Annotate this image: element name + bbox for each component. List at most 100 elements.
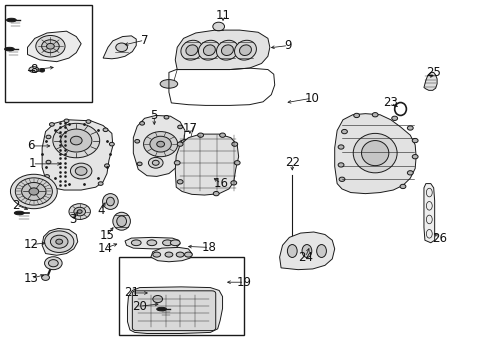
Ellipse shape xyxy=(399,184,405,189)
Ellipse shape xyxy=(41,40,59,53)
Ellipse shape xyxy=(153,252,160,257)
Ellipse shape xyxy=(289,242,294,248)
Ellipse shape xyxy=(46,135,51,139)
Ellipse shape xyxy=(181,139,188,145)
Text: 25: 25 xyxy=(426,66,440,79)
Polygon shape xyxy=(423,72,436,90)
Ellipse shape xyxy=(70,136,82,145)
Ellipse shape xyxy=(104,164,109,167)
Ellipse shape xyxy=(160,80,177,88)
Ellipse shape xyxy=(86,120,91,123)
Ellipse shape xyxy=(70,163,92,179)
Text: 16: 16 xyxy=(213,177,228,190)
Ellipse shape xyxy=(316,244,326,257)
Text: 17: 17 xyxy=(182,122,197,135)
Ellipse shape xyxy=(177,125,182,129)
Text: 24: 24 xyxy=(297,251,312,264)
Polygon shape xyxy=(423,184,434,243)
Ellipse shape xyxy=(153,296,162,303)
Ellipse shape xyxy=(10,174,57,209)
Ellipse shape xyxy=(56,239,62,244)
Bar xyxy=(119,257,243,335)
Ellipse shape xyxy=(184,252,192,257)
Text: 4: 4 xyxy=(97,204,104,217)
Ellipse shape xyxy=(140,122,144,125)
Ellipse shape xyxy=(407,126,412,130)
Ellipse shape xyxy=(117,216,126,226)
Ellipse shape xyxy=(371,113,377,117)
Ellipse shape xyxy=(231,142,237,146)
Text: 6: 6 xyxy=(27,139,35,152)
Polygon shape xyxy=(103,36,136,59)
Ellipse shape xyxy=(49,123,54,126)
Ellipse shape xyxy=(216,40,238,60)
Text: 20: 20 xyxy=(132,300,147,313)
Ellipse shape xyxy=(53,123,100,158)
Polygon shape xyxy=(42,228,78,255)
Ellipse shape xyxy=(391,116,397,121)
Ellipse shape xyxy=(170,240,180,246)
Ellipse shape xyxy=(176,252,183,257)
Ellipse shape xyxy=(44,231,74,252)
Polygon shape xyxy=(175,134,238,195)
Text: 11: 11 xyxy=(215,9,230,22)
Ellipse shape xyxy=(162,240,172,246)
Ellipse shape xyxy=(44,257,62,270)
Ellipse shape xyxy=(46,160,51,164)
Ellipse shape xyxy=(177,180,183,184)
Text: 18: 18 xyxy=(202,241,216,254)
Text: 26: 26 xyxy=(431,231,446,244)
Ellipse shape xyxy=(157,141,164,147)
Ellipse shape xyxy=(239,45,251,55)
Polygon shape xyxy=(127,287,222,333)
Ellipse shape xyxy=(407,171,412,175)
Ellipse shape xyxy=(163,116,168,119)
Ellipse shape xyxy=(98,182,103,185)
Ellipse shape xyxy=(197,133,203,137)
Ellipse shape xyxy=(77,210,82,213)
Ellipse shape xyxy=(103,128,108,132)
Ellipse shape xyxy=(4,47,14,51)
Ellipse shape xyxy=(61,129,92,152)
Ellipse shape xyxy=(174,161,180,165)
Ellipse shape xyxy=(177,142,183,146)
Ellipse shape xyxy=(302,244,311,257)
Text: 2: 2 xyxy=(13,199,20,212)
Polygon shape xyxy=(175,30,269,69)
Ellipse shape xyxy=(341,130,346,134)
Ellipse shape xyxy=(113,212,130,230)
Polygon shape xyxy=(334,114,415,194)
Text: 10: 10 xyxy=(304,92,319,105)
Ellipse shape xyxy=(411,154,417,159)
Ellipse shape xyxy=(338,177,344,181)
Polygon shape xyxy=(42,120,113,190)
Text: 22: 22 xyxy=(284,156,299,169)
Ellipse shape xyxy=(46,43,54,49)
Ellipse shape xyxy=(21,183,46,201)
Ellipse shape xyxy=(164,252,172,257)
Ellipse shape xyxy=(40,68,44,72)
Ellipse shape xyxy=(41,275,49,280)
Text: 23: 23 xyxy=(383,96,397,109)
Ellipse shape xyxy=(48,260,58,267)
Ellipse shape xyxy=(14,211,24,215)
Text: 1: 1 xyxy=(29,157,36,170)
Text: 13: 13 xyxy=(23,272,38,285)
Ellipse shape xyxy=(148,157,163,168)
Ellipse shape xyxy=(150,136,171,152)
Ellipse shape xyxy=(219,133,225,137)
Ellipse shape xyxy=(102,194,118,210)
Ellipse shape xyxy=(109,142,114,146)
Polygon shape xyxy=(279,232,334,270)
Text: 12: 12 xyxy=(23,238,39,251)
Text: 19: 19 xyxy=(237,276,251,289)
Ellipse shape xyxy=(69,204,90,220)
Ellipse shape xyxy=(64,119,69,123)
Ellipse shape xyxy=(147,240,157,246)
Ellipse shape xyxy=(74,207,85,216)
FancyBboxPatch shape xyxy=(132,291,215,330)
Ellipse shape xyxy=(185,45,197,55)
Ellipse shape xyxy=(137,162,142,166)
Ellipse shape xyxy=(50,235,68,248)
Text: 14: 14 xyxy=(98,242,113,255)
